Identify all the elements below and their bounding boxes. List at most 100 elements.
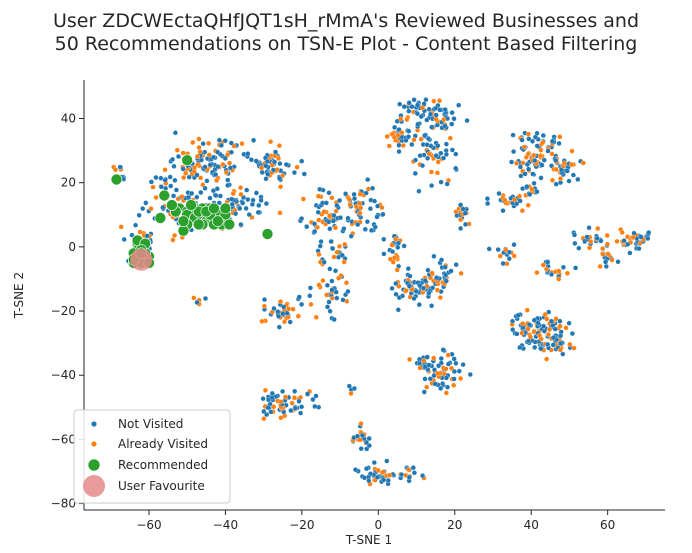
already-visited-point bbox=[549, 177, 556, 183]
already-visited-point bbox=[316, 251, 322, 258]
x-axis-title: T-SNE 1 bbox=[345, 533, 392, 547]
not-visited-point bbox=[407, 273, 413, 279]
already-visited-point bbox=[419, 105, 426, 111]
already-visited-point bbox=[431, 355, 437, 361]
not-visited-point bbox=[225, 177, 231, 183]
already-visited-point bbox=[391, 255, 398, 261]
already-visited-point bbox=[315, 193, 321, 199]
already-visited-point bbox=[537, 153, 543, 159]
legend-marker-user-favourite bbox=[83, 475, 105, 497]
not-visited-point bbox=[326, 219, 332, 225]
not-visited-point bbox=[424, 117, 430, 123]
legend-marker-already-visited bbox=[91, 441, 97, 447]
not-visited-point bbox=[438, 179, 444, 185]
not-visited-point bbox=[140, 206, 146, 212]
not-visited-point bbox=[228, 140, 234, 146]
already-visited-point bbox=[314, 224, 320, 230]
not-visited-point bbox=[329, 287, 335, 293]
not-visited-point bbox=[160, 204, 166, 210]
not-visited-point bbox=[394, 118, 400, 124]
not-visited-point bbox=[172, 177, 178, 183]
legend-frame bbox=[73, 409, 231, 504]
not-visited-point bbox=[440, 381, 446, 387]
not-visited-point bbox=[442, 264, 448, 270]
not-visited-point bbox=[307, 285, 313, 291]
already-visited-point bbox=[546, 326, 553, 332]
already-visited-point bbox=[537, 332, 543, 338]
already-visited-point bbox=[308, 301, 314, 307]
not-visited-point bbox=[509, 159, 515, 165]
not-visited-point bbox=[429, 124, 435, 130]
already-visited-point bbox=[282, 394, 289, 400]
not-visited-point bbox=[486, 246, 492, 252]
recommended-point bbox=[166, 199, 178, 211]
not-visited-point bbox=[514, 331, 520, 337]
not-visited-point bbox=[573, 265, 579, 271]
not-visited-point bbox=[453, 151, 459, 157]
not-visited-point bbox=[638, 234, 644, 240]
not-visited-point bbox=[268, 409, 274, 415]
not-visited-point bbox=[627, 250, 633, 256]
already-visited-point bbox=[239, 141, 245, 147]
not-visited-point bbox=[332, 268, 339, 274]
already-visited-point bbox=[523, 154, 529, 160]
already-visited-point bbox=[357, 200, 363, 207]
not-visited-point bbox=[519, 137, 525, 143]
not-visited-point bbox=[173, 187, 179, 193]
not-visited-point bbox=[371, 460, 377, 466]
not-visited-point bbox=[229, 201, 235, 207]
not-visited-point bbox=[545, 341, 551, 347]
not-visited-point bbox=[167, 174, 173, 180]
not-visited-point bbox=[343, 191, 349, 197]
not-visited-point bbox=[371, 198, 378, 204]
not-visited-point bbox=[326, 190, 332, 196]
not-visited-point bbox=[363, 466, 370, 472]
not-visited-point bbox=[250, 197, 256, 203]
y-tick-label: −80 bbox=[51, 497, 76, 511]
already-visited-point bbox=[342, 241, 348, 247]
not-visited-point bbox=[317, 186, 323, 192]
not-visited-point bbox=[412, 170, 418, 176]
not-visited-point bbox=[436, 363, 442, 369]
already-visited-point bbox=[519, 330, 525, 336]
already-visited-point bbox=[448, 365, 455, 371]
not-visited-point bbox=[214, 186, 220, 192]
not-visited-point bbox=[411, 470, 417, 476]
already-visited-point bbox=[162, 167, 168, 173]
already-visited-point bbox=[458, 217, 464, 223]
already-visited-point bbox=[278, 299, 284, 305]
not-visited-point bbox=[548, 271, 555, 277]
not-visited-point bbox=[442, 107, 448, 113]
legend-label-recommended: Recommended bbox=[118, 458, 208, 472]
already-visited-point bbox=[435, 370, 441, 376]
not-visited-point bbox=[531, 180, 537, 186]
already-visited-point bbox=[179, 194, 185, 200]
already-visited-point bbox=[174, 147, 180, 153]
already-visited-point bbox=[604, 232, 610, 239]
not-visited-point bbox=[422, 376, 428, 382]
not-visited-point bbox=[245, 151, 251, 157]
not-visited-point bbox=[259, 169, 265, 175]
y-tick-label: −20 bbox=[51, 304, 76, 318]
not-visited-point bbox=[425, 267, 431, 273]
not-visited-point bbox=[296, 398, 302, 404]
not-visited-point bbox=[424, 354, 430, 360]
not-visited-point bbox=[249, 201, 255, 207]
not-visited-point bbox=[299, 404, 305, 410]
not-visited-point bbox=[261, 408, 267, 414]
not-visited-point bbox=[548, 318, 554, 324]
already-visited-point bbox=[262, 387, 268, 393]
already-visited-point bbox=[332, 225, 338, 231]
already-visited-point bbox=[503, 247, 509, 253]
not-visited-point bbox=[233, 211, 239, 217]
already-visited-point bbox=[557, 347, 563, 353]
already-visited-point bbox=[404, 116, 410, 123]
not-visited-point bbox=[363, 439, 370, 445]
not-visited-point bbox=[406, 474, 412, 480]
already-visited-point bbox=[512, 197, 518, 203]
not-visited-point bbox=[539, 162, 545, 168]
already-visited-point bbox=[295, 313, 301, 319]
not-visited-point bbox=[538, 346, 544, 352]
not-visited-point bbox=[288, 407, 294, 414]
not-visited-point bbox=[315, 209, 321, 215]
